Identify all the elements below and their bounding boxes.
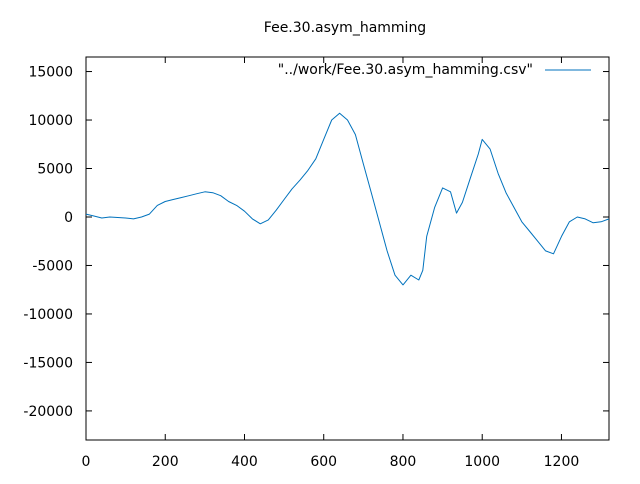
- x-tick-label: 1000: [464, 454, 500, 470]
- y-tick-label: 5000: [37, 162, 73, 178]
- plot-area-border: [85, 56, 610, 441]
- chart-title: Fee.30.asym_hamming: [264, 20, 426, 36]
- y-tick-label: -15000: [23, 355, 73, 371]
- y-tick-label: -10000: [23, 307, 73, 323]
- x-tick-label: 0: [82, 454, 91, 470]
- y-tick-label: 0: [64, 210, 73, 226]
- y-axis: 15000 10000 5000 0 -5000 -10000 -15000 -20000: [23, 65, 609, 420]
- y-tick-label: 15000: [28, 65, 73, 81]
- legend-label: "../work/Fee.30.asym_hamming.csv": [278, 62, 533, 78]
- series-group: [85, 112, 610, 286]
- x-tick-label: 800: [390, 454, 417, 470]
- x-tick-label: 1200: [544, 454, 580, 470]
- legend: "../work/Fee.30.asym_hamming.csv": [278, 62, 591, 78]
- x-axis: 0 200 400 600 800 1000 1200: [82, 57, 580, 470]
- x-tick-label: 400: [231, 454, 258, 470]
- x-tick-label: 200: [152, 454, 179, 470]
- series-line-0: [85, 112, 610, 286]
- y-tick-label: -20000: [23, 404, 73, 420]
- y-tick-label: -5000: [32, 258, 73, 274]
- y-tick-label: 10000: [28, 113, 73, 129]
- x-tick-label: 600: [310, 454, 337, 470]
